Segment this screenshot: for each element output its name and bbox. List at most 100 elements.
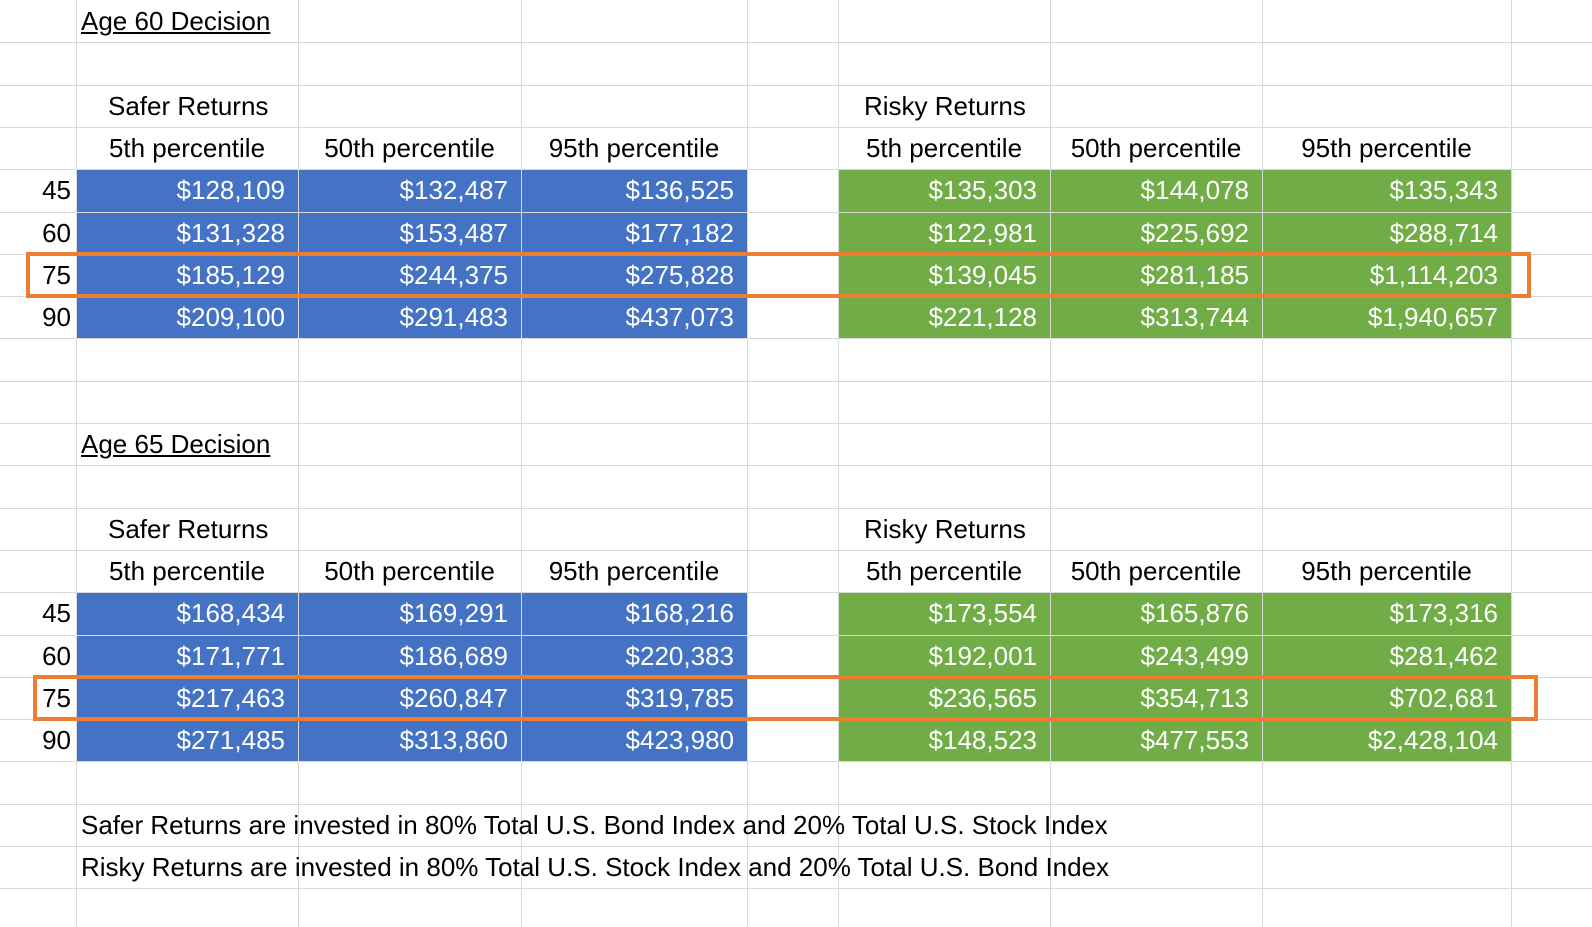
age-row-label: 45 <box>42 175 71 205</box>
grid-column-line <box>298 0 299 927</box>
grid-row-line <box>0 465 1592 466</box>
footnote: Risky Returns are invested in 80% Total … <box>81 852 1110 882</box>
grid-row-line <box>0 846 1592 847</box>
risky-value-cell[interactable]: $288,714 <box>1389 218 1498 248</box>
grid-row-line <box>0 338 1592 339</box>
risky-value-cell[interactable]: $313,744 <box>1140 302 1249 332</box>
grid-row-line <box>0 381 1592 382</box>
risky-returns-label: Risky Returns <box>864 91 1026 121</box>
safer-value-cell[interactable]: $169,291 <box>399 598 508 628</box>
safer-value-cell[interactable]: $136,525 <box>625 175 734 205</box>
grid-row-line <box>0 127 1592 128</box>
safer-value-cell[interactable]: $244,375 <box>399 260 508 290</box>
safer-value-cell[interactable]: $423,980 <box>625 725 734 755</box>
age-row-label: 60 <box>42 218 71 248</box>
risky-value-cell[interactable]: $135,303 <box>928 175 1037 205</box>
grid-column-line <box>838 0 839 927</box>
safer-value-cell[interactable]: $132,487 <box>399 175 508 205</box>
grid-row-line <box>0 423 1592 424</box>
grid-column-line <box>76 0 77 927</box>
risky-value-cell[interactable]: $122,981 <box>928 218 1037 248</box>
risky-value-cell[interactable]: $173,554 <box>928 598 1037 628</box>
safer-value-cell[interactable]: $185,129 <box>176 260 285 290</box>
safer-value-cell[interactable]: $291,483 <box>399 302 508 332</box>
risky-value-cell[interactable]: $165,876 <box>1140 598 1249 628</box>
safer-returns-label: Safer Returns <box>108 514 269 544</box>
risky-column-header: 5th percentile <box>865 556 1023 586</box>
risky-value-cell[interactable]: $236,565 <box>928 683 1037 713</box>
safer-value-cell[interactable]: $177,182 <box>625 218 734 248</box>
safer-value-cell[interactable]: $131,328 <box>176 218 285 248</box>
grid-column-line <box>747 0 748 927</box>
risky-column-header: 95th percentile <box>1301 133 1472 163</box>
safer-value-cell[interactable]: $437,073 <box>625 302 734 332</box>
risky-column-header: 5th percentile <box>865 133 1023 163</box>
safer-value-cell[interactable]: $260,847 <box>399 683 508 713</box>
risky-value-cell[interactable]: $221,128 <box>928 302 1037 332</box>
risky-value-cell[interactable]: $1,114,203 <box>1369 260 1498 290</box>
risky-value-cell[interactable]: $281,462 <box>1389 641 1498 671</box>
risky-value-cell[interactable]: $144,078 <box>1140 175 1249 205</box>
grid-row-line <box>0 550 1592 551</box>
safer-column-header: 50th percentile <box>324 556 495 586</box>
grid-row-line <box>0 761 1592 762</box>
safer-value-cell[interactable]: $271,485 <box>176 725 285 755</box>
safer-value-cell[interactable]: $209,100 <box>176 302 285 332</box>
grid-column-line <box>1050 0 1051 927</box>
safer-column-header: 95th percentile <box>548 556 720 586</box>
safer-value-cell[interactable]: $128,109 <box>176 175 285 205</box>
grid-row-line <box>0 42 1592 43</box>
safer-column-header: 5th percentile <box>108 556 266 586</box>
risky-column-header: 50th percentile <box>1070 133 1242 163</box>
risky-value-cell[interactable]: $1,940,657 <box>1367 302 1498 332</box>
risky-value-cell[interactable]: $2,428,104 <box>1367 725 1498 755</box>
risky-value-cell[interactable]: $192,001 <box>928 641 1037 671</box>
risky-column-header: 50th percentile <box>1070 556 1242 586</box>
safer-column-header: 95th percentile <box>548 133 720 163</box>
grid-row-line <box>0 888 1592 889</box>
safer-value-cell[interactable]: $168,434 <box>176 598 285 628</box>
risky-value-cell[interactable]: $225,692 <box>1140 218 1249 248</box>
grid-row-line <box>0 212 1592 213</box>
age-row-label: 90 <box>42 725 71 755</box>
grid-row-line <box>0 85 1592 86</box>
section-title: Age 60 Decision <box>81 6 271 36</box>
risky-value-cell[interactable]: $173,316 <box>1389 598 1498 628</box>
section-title: Age 65 Decision <box>81 429 271 459</box>
grid-row-line <box>0 508 1592 509</box>
risky-value-cell[interactable]: $477,553 <box>1140 725 1249 755</box>
risky-value-cell[interactable]: $702,681 <box>1389 683 1498 713</box>
risky-value-cell[interactable]: $281,185 <box>1140 260 1249 290</box>
safer-column-header: 50th percentile <box>324 133 495 163</box>
safer-value-cell[interactable]: $313,860 <box>399 725 508 755</box>
safer-value-cell[interactable]: $153,487 <box>399 218 508 248</box>
safer-value-cell[interactable]: $275,828 <box>625 260 734 290</box>
age-row-label: 75 <box>42 683 71 713</box>
grid-row-line <box>0 804 1592 805</box>
risky-column-header: 95th percentile <box>1301 556 1472 586</box>
risky-value-cell[interactable]: $135,343 <box>1389 175 1498 205</box>
age-row-label: 75 <box>42 260 71 290</box>
risky-value-cell[interactable]: $243,499 <box>1140 641 1249 671</box>
grid-row-line <box>0 592 1592 593</box>
safer-value-cell[interactable]: $220,383 <box>625 641 734 671</box>
age-row-label: 60 <box>42 641 71 671</box>
grid-column-line <box>1262 0 1263 927</box>
safer-value-cell[interactable]: $171,771 <box>176 641 285 671</box>
grid-column-line <box>1511 0 1512 927</box>
grid-row-line <box>0 635 1592 636</box>
risky-value-cell[interactable]: $139,045 <box>928 260 1037 290</box>
safer-value-cell[interactable]: $168,216 <box>625 598 734 628</box>
age-row-label: 45 <box>42 598 71 628</box>
safer-value-cell[interactable]: $186,689 <box>399 641 508 671</box>
risky-value-cell[interactable]: $148,523 <box>928 725 1037 755</box>
safer-value-cell[interactable]: $217,463 <box>176 683 285 713</box>
footnote: Safer Returns are invested in 80% Total … <box>81 810 1108 840</box>
grid-row-line <box>0 169 1592 170</box>
safer-value-cell[interactable]: $319,785 <box>625 683 734 713</box>
risky-returns-label: Risky Returns <box>864 514 1026 544</box>
safer-column-header: 5th percentile <box>108 133 266 163</box>
age-row-label: 90 <box>42 302 71 332</box>
safer-returns-label: Safer Returns <box>108 91 269 121</box>
risky-value-cell[interactable]: $354,713 <box>1140 683 1249 713</box>
